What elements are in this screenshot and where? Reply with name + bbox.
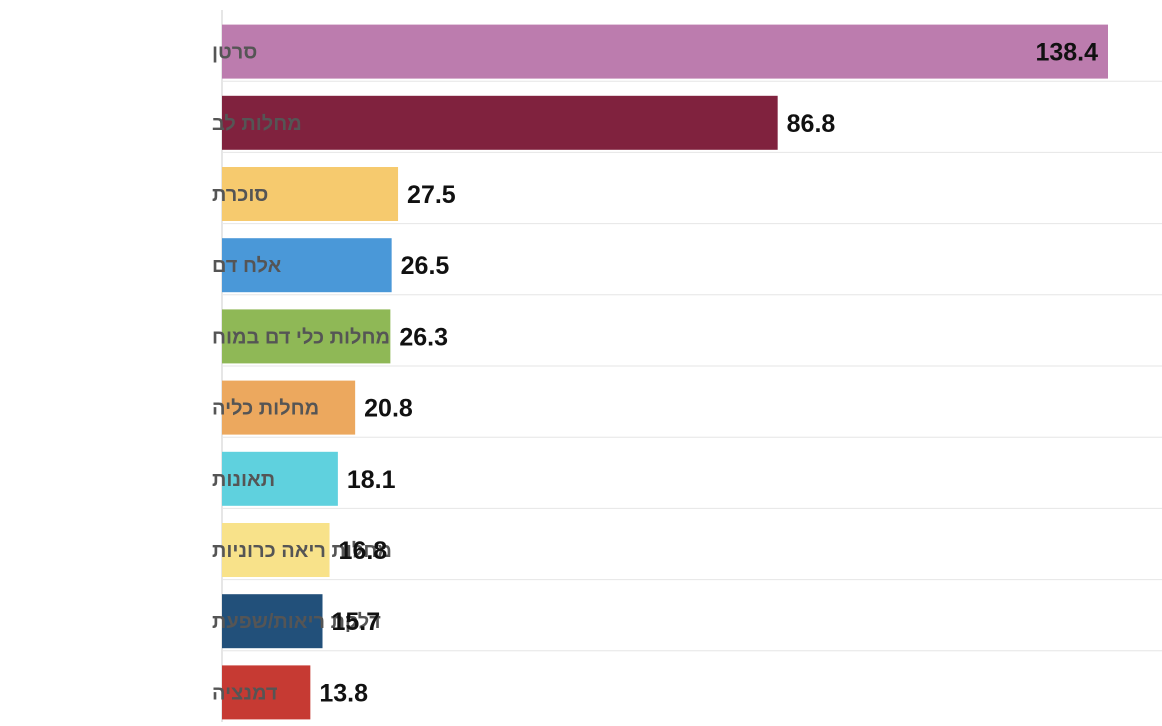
bar bbox=[222, 24, 1108, 79]
bar bbox=[222, 167, 399, 221]
category-label: מחלות כליה bbox=[212, 398, 319, 420]
category-label: דמנציה bbox=[212, 682, 278, 704]
category-label: סרטן bbox=[212, 42, 257, 64]
value-label: 86.8 bbox=[787, 110, 836, 138]
value-label: 15.7 bbox=[332, 608, 381, 636]
category-label: סוכרת bbox=[212, 184, 268, 206]
category-label: אלח דם bbox=[212, 255, 282, 277]
value-label: 27.5 bbox=[407, 181, 456, 209]
category-label: מחלות לב bbox=[212, 113, 302, 135]
value-label: 26.3 bbox=[399, 323, 448, 351]
value-label: 18.1 bbox=[347, 466, 396, 494]
category-label: דלקת ריאות/שפעת bbox=[212, 611, 381, 633]
category-label: מחלות כלי דם במוח bbox=[212, 326, 390, 348]
value-label: 26.5 bbox=[401, 252, 450, 280]
value-label: 13.8 bbox=[319, 679, 368, 707]
bar bbox=[222, 451, 338, 506]
bar bbox=[222, 523, 330, 577]
bar bbox=[222, 95, 778, 150]
category-label: מחלות ריאה כרוניות bbox=[212, 540, 392, 562]
value-label: 16.8 bbox=[339, 537, 388, 565]
bar bbox=[222, 665, 311, 720]
value-label: 138.4 bbox=[1035, 39, 1098, 67]
value-label: 20.8 bbox=[364, 395, 413, 423]
category-label: תאונות bbox=[212, 469, 275, 491]
bar bbox=[222, 309, 391, 364]
bar bbox=[222, 238, 392, 293]
bar bbox=[222, 594, 323, 649]
bar bbox=[222, 380, 356, 435]
